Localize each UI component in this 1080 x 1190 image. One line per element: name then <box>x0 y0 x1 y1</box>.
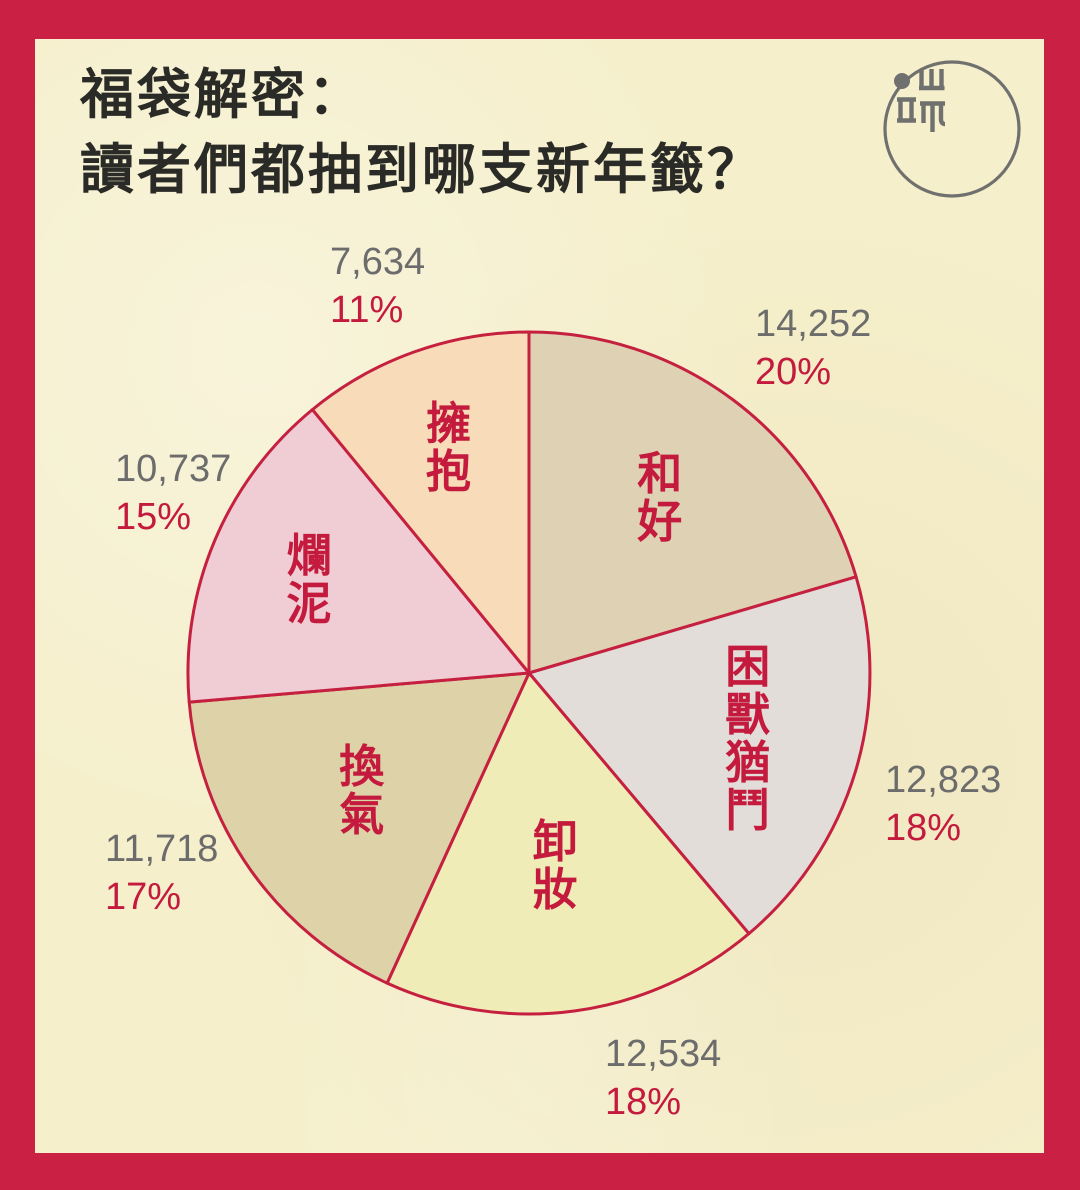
slice-name-char: 抱 <box>425 447 471 498</box>
slice-value: 10,737 <box>115 448 232 490</box>
slice-percent: 17% <box>105 876 182 918</box>
slice-value: 11,718 <box>105 828 219 870</box>
slice-name-char: 和 <box>637 449 683 500</box>
slice-percent: 15% <box>115 496 192 538</box>
page-title-line2: 讀者們都抽到哪支新年籤？ <box>80 140 764 200</box>
slice-callout: 12,823 18% <box>885 760 1001 848</box>
initium-logo-icon <box>883 60 1021 198</box>
slice-name-char: 換 <box>339 741 385 792</box>
pie-slice-4 <box>187 671 531 985</box>
slice-name-char: 擁 <box>425 399 471 450</box>
slice-name-label: 爛泥 <box>287 532 332 628</box>
slice-name-char: 好 <box>637 497 683 548</box>
slice-callout: 14,252 20% <box>755 304 871 392</box>
slice-value: 12,534 <box>605 1033 722 1075</box>
pie-slice-6 <box>310 330 531 675</box>
slice-percent: 18% <box>605 1081 682 1123</box>
slice-name-char: 獸 <box>725 689 771 740</box>
slice-name-label: 困獸猶鬥 <box>725 643 770 835</box>
pie-slice-5 <box>186 408 531 704</box>
slice-percent: 18% <box>885 807 962 849</box>
slice-name-label: 換氣 <box>339 743 384 839</box>
page-title: 福袋解密： 讀者們都抽到哪支新年籤？ <box>80 58 764 208</box>
slice-callout: 10,737 15% <box>115 449 231 537</box>
slice-callout: 11,718 17% <box>105 829 218 917</box>
slice-value: 12,823 <box>885 759 1002 801</box>
slice-value: 7,634 <box>330 241 426 283</box>
logo-dot <box>894 73 910 89</box>
slice-name-label: 和好 <box>637 450 682 546</box>
slice-name-char: 卸 <box>532 816 578 867</box>
pie-slice-2 <box>527 575 872 936</box>
slice-name-char: 妝 <box>532 864 578 915</box>
slice-name-char: 猶 <box>725 737 771 788</box>
slice-callout: 7,634 11% <box>330 242 425 330</box>
slice-name-char: 爛 <box>286 531 332 582</box>
slice-callout: 12,534 18% <box>605 1034 721 1122</box>
slice-value: 14,252 <box>755 303 872 345</box>
slice-name-label: 擁抱 <box>426 400 471 496</box>
pie-slice-3 <box>385 671 751 1016</box>
slice-percent: 11% <box>330 289 404 331</box>
page-title-line1: 福袋解密： <box>80 65 365 125</box>
slice-name-label: 卸妝 <box>533 818 578 914</box>
slice-name-char: 泥 <box>286 579 332 630</box>
slice-percent: 20% <box>755 351 832 393</box>
pie-slice-1 <box>527 330 858 675</box>
slice-name-char: 鬥 <box>725 785 771 836</box>
slice-name-char: 困 <box>725 641 771 692</box>
slice-name-char: 氣 <box>339 789 385 840</box>
